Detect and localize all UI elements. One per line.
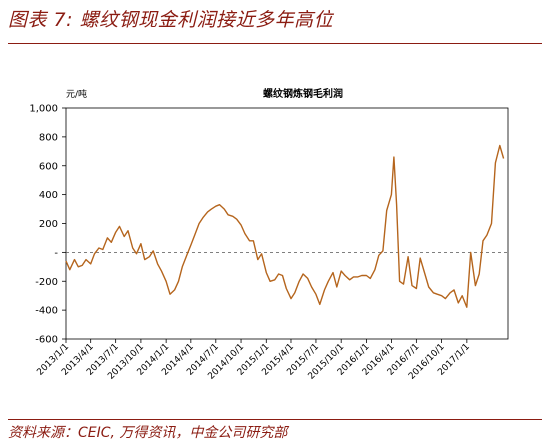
y-tick-label: 600 xyxy=(39,161,58,172)
y-tick-label: 800 xyxy=(39,132,58,143)
y-tick-label: 400 xyxy=(39,190,58,201)
series-layer xyxy=(65,144,505,308)
figure-label: 图表 7: xyxy=(8,9,74,31)
y-tick-label: - xyxy=(54,248,58,259)
plot-border xyxy=(65,107,509,340)
y-tick-label: 1,000 xyxy=(29,104,58,115)
bottom-divider xyxy=(8,419,542,420)
y-unit-label: 元/吨 xyxy=(66,88,87,100)
chart-title: 螺纹钢炼钢毛利润 xyxy=(263,87,343,100)
series-line xyxy=(65,144,505,308)
y-tick-label: -200 xyxy=(35,277,58,288)
source-note: 资料来源：CEIC, 万得资讯，中金公司研究部 xyxy=(8,425,288,441)
y-tick-label: -400 xyxy=(35,306,58,317)
y-tick-label: -600 xyxy=(35,335,58,346)
y-tick-label: 200 xyxy=(39,219,58,230)
figure-title-text: 螺纹钢现金利润接近多年高位 xyxy=(79,9,334,31)
figure-title: 图表 7: 螺纹钢现金利润接近多年高位 xyxy=(8,5,333,32)
top-divider xyxy=(8,43,542,44)
chart-axes: 1,000800600400200--200-400-6002013/1/120… xyxy=(29,104,509,382)
